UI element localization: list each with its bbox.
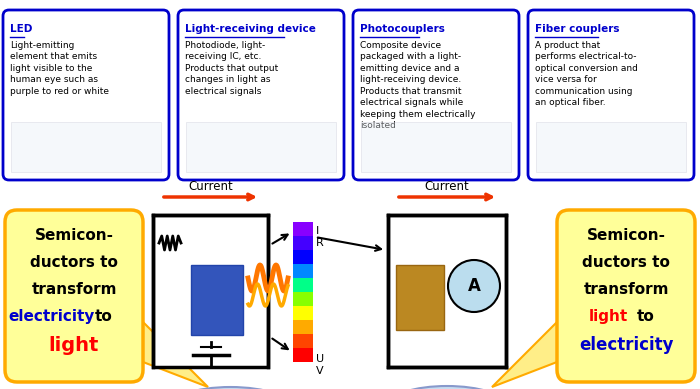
Text: R: R: [316, 238, 323, 248]
Text: Composite device
packaged with a light-
emitting device and a
light-receiving de: Composite device packaged with a light- …: [360, 41, 475, 130]
Text: V: V: [316, 366, 323, 376]
Ellipse shape: [388, 386, 506, 389]
Text: to: to: [95, 309, 113, 324]
Text: A: A: [468, 277, 480, 295]
FancyBboxPatch shape: [5, 210, 143, 382]
Ellipse shape: [167, 387, 295, 389]
Bar: [293, 264, 313, 278]
Bar: [11, 122, 161, 172]
Text: transform: transform: [583, 282, 668, 297]
Bar: [293, 334, 313, 348]
Bar: [293, 250, 313, 264]
FancyBboxPatch shape: [557, 210, 695, 382]
Bar: [293, 306, 313, 320]
Bar: [186, 122, 336, 172]
FancyBboxPatch shape: [178, 10, 344, 180]
FancyBboxPatch shape: [528, 10, 694, 180]
Text: Photodiode, light-
receiving IC, etc.
Products that output
changes in light as
e: Photodiode, light- receiving IC, etc. Pr…: [185, 41, 279, 96]
Text: to: to: [637, 309, 655, 324]
Bar: [293, 320, 313, 334]
Bar: [293, 236, 313, 250]
Text: LED: LED: [10, 24, 32, 34]
Text: Light-emitting
element that emits
light visible to the
human eye such as
purple : Light-emitting element that emits light …: [10, 41, 109, 96]
Text: ductors to: ductors to: [30, 255, 118, 270]
Bar: [361, 122, 511, 172]
Bar: [293, 222, 313, 236]
Text: Semicon-: Semicon-: [587, 228, 666, 243]
Circle shape: [448, 260, 500, 312]
Bar: [293, 348, 313, 362]
Text: Light-receiving device: Light-receiving device: [185, 24, 316, 34]
Bar: [293, 292, 313, 306]
Text: I: I: [316, 226, 319, 236]
Bar: [191, 265, 243, 335]
Bar: [388, 215, 506, 367]
Text: Photocouplers: Photocouplers: [360, 24, 445, 34]
Text: Current: Current: [425, 180, 470, 193]
Text: electricity: electricity: [9, 309, 95, 324]
FancyBboxPatch shape: [3, 10, 169, 180]
Bar: [536, 122, 686, 172]
Text: A product that
performs electrical-to-
optical conversion and
vice versa for
com: A product that performs electrical-to- o…: [535, 41, 638, 107]
Text: electricity: electricity: [579, 336, 673, 354]
Text: Fiber couplers: Fiber couplers: [535, 24, 620, 34]
Bar: [153, 215, 268, 367]
Bar: [396, 265, 444, 330]
Bar: [293, 278, 313, 292]
Text: Current: Current: [188, 180, 233, 193]
Text: light: light: [589, 309, 628, 324]
Text: U: U: [316, 354, 324, 364]
Text: ductors to: ductors to: [582, 255, 670, 270]
Polygon shape: [143, 322, 208, 387]
Polygon shape: [492, 322, 557, 387]
Text: transform: transform: [32, 282, 117, 297]
Text: Semicon-: Semicon-: [34, 228, 113, 243]
Text: light: light: [49, 336, 99, 355]
FancyBboxPatch shape: [353, 10, 519, 180]
